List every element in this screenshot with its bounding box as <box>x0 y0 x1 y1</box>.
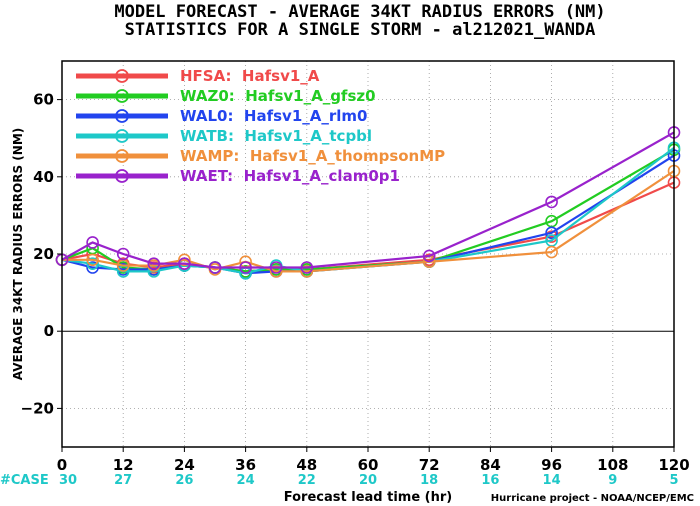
legend-marker <box>115 89 129 103</box>
data-point <box>239 261 252 274</box>
x-axis-label: Forecast lead time (hr) <box>284 490 452 505</box>
data-point <box>545 195 558 209</box>
legend-entry: WAMP: Hafsv1_A_thompsonMP <box>76 147 445 165</box>
case-count: 24 <box>237 473 255 488</box>
data-point <box>116 247 130 261</box>
legend-label: WAL0: Hafsv1_A_rlm0 <box>180 107 367 125</box>
x-tick-label: 24 <box>174 456 195 474</box>
data-point <box>147 257 161 270</box>
case-count: 22 <box>298 473 316 488</box>
x-tick-label: 84 <box>480 456 501 474</box>
data-point <box>86 257 99 270</box>
legend-marker <box>115 69 129 83</box>
x-tick-label: 120 <box>658 456 689 474</box>
legend: HFSA: Hafsv1_A WAZ0: Hafsv1_A_gfsz0 WAL0: … <box>76 67 445 185</box>
data-point <box>422 249 436 263</box>
y-tick-label: 40 <box>33 168 54 186</box>
data-point <box>300 265 314 278</box>
series-group <box>55 126 681 280</box>
x-tick-label: 72 <box>419 456 440 474</box>
x-tick-label: 96 <box>541 456 562 474</box>
credit-text: Hurricane project - NOAA/NCEP/EMC <box>491 493 694 504</box>
legend-label: WAZ0: Hafsv1_A_gfsz0 <box>180 87 376 105</box>
data-point <box>300 261 314 274</box>
x-tick-label: 36 <box>235 456 256 474</box>
case-count: 16 <box>481 473 499 488</box>
case-count: 20 <box>359 473 377 488</box>
data-point <box>178 257 191 270</box>
data-point <box>86 236 99 249</box>
legend-marker <box>115 109 129 123</box>
data-point <box>86 253 99 267</box>
legend-label: WAMP: Hafsv1_A_thompsonMP <box>180 147 445 165</box>
chart-title: MODEL FORECAST - AVERAGE 34KT RADIUS ERR… <box>114 2 605 22</box>
chart-subtitle: STATISTICS FOR A SINGLE STORM - al212021… <box>125 20 596 40</box>
x-axis-ticks: 0 12 24 36 48 60 72 84 96 108 120 <box>57 447 690 474</box>
case-count: 9 <box>608 473 617 488</box>
legend-entry: WATB: Hafsv1_A_tcpbl <box>76 127 372 145</box>
legend-entry: WAL0: Hafsv1_A_rlm0 <box>76 107 367 125</box>
y-tick-label: 20 <box>33 245 54 263</box>
y-tick-label: 0 <box>44 322 54 340</box>
case-count: 27 <box>114 473 132 488</box>
legend-marker <box>115 149 129 163</box>
x-tick-label: 12 <box>113 456 134 474</box>
y-axis-ticks: −20 0 20 40 60 <box>21 91 62 417</box>
legend-label: WAET: Hafsv1_A_clam0p1 <box>180 167 400 185</box>
data-point <box>86 261 99 274</box>
legend-entry: WAET: Hafsv1_A_clam0p1 <box>76 167 400 185</box>
x-tick-label: 0 <box>57 456 67 474</box>
case-count: 14 <box>543 473 561 488</box>
case-count: 5 <box>669 473 678 488</box>
data-point <box>208 261 222 274</box>
case-count: 18 <box>420 473 438 488</box>
data-point <box>269 265 283 278</box>
y-tick-label: −20 <box>21 399 54 417</box>
legend-marker <box>115 129 129 143</box>
case-count: 30 <box>59 473 77 488</box>
case-counts: 30 27 26 24 22 20 18 16 14 9 5 <box>59 473 679 488</box>
case-count: 26 <box>175 473 193 488</box>
legend-label: HFSA: Hafsv1_A <box>180 67 320 85</box>
x-tick-label: 60 <box>358 456 379 474</box>
legend-entry: HFSA: Hafsv1_A <box>76 67 320 85</box>
x-tick-label: 108 <box>597 456 628 474</box>
data-point <box>178 253 191 267</box>
data-point <box>269 261 283 274</box>
legend-entry: WAZ0: Hafsv1_A_gfsz0 <box>76 87 376 105</box>
x-tick-label: 48 <box>296 456 317 474</box>
data-point <box>545 245 558 259</box>
legend-label: WATB: Hafsv1_A_tcpbl <box>180 127 372 145</box>
legend-marker <box>115 169 129 183</box>
series-5 <box>55 126 681 274</box>
case-label: #CASE <box>0 473 49 488</box>
y-tick-label: 60 <box>33 91 54 109</box>
y-axis-label: AVERAGE 34KT RADIUS ERRORS (NM) <box>11 128 25 380</box>
data-point <box>545 226 558 240</box>
